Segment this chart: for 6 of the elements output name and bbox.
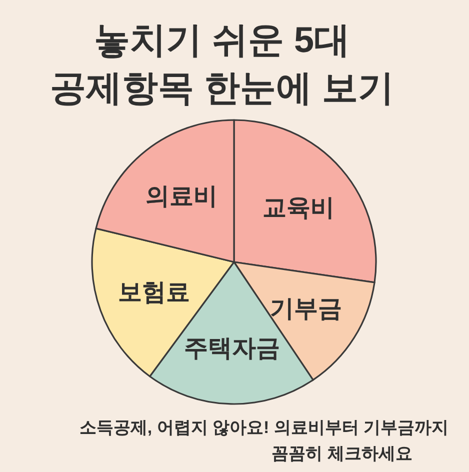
slice-label: 기부금 — [270, 295, 342, 322]
slice-label: 의료비 — [145, 183, 218, 210]
slice-label: 주택자금 — [184, 335, 280, 362]
slice-label: 교육비 — [262, 194, 334, 222]
slice-label: 보험료 — [118, 279, 190, 306]
title: 놓치기 쉬운 5대 공제항목 한눈에 보기 — [50, 19, 394, 108]
